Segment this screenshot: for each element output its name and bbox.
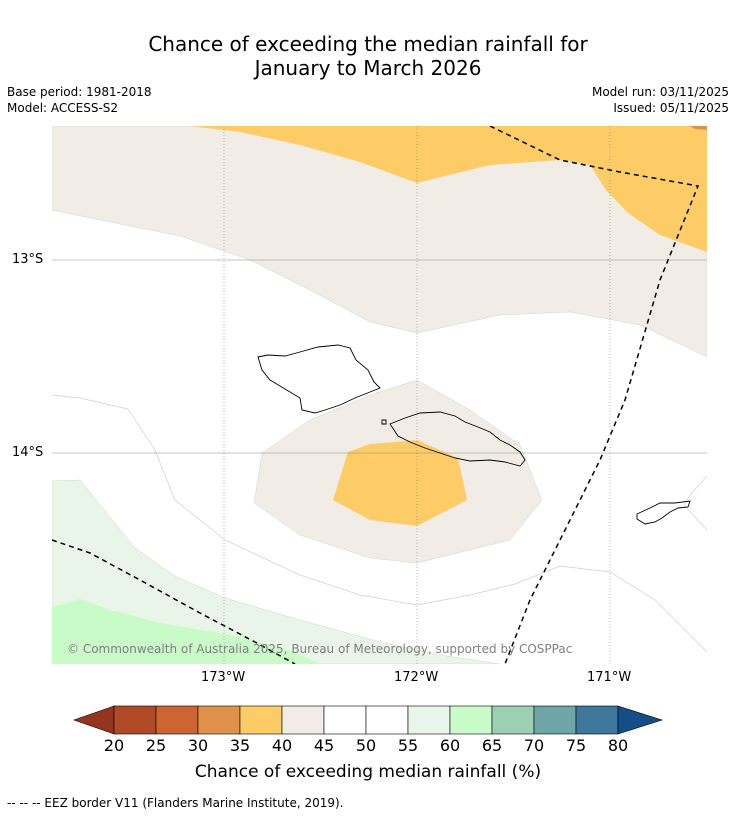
lat-label-14s: 14°S xyxy=(12,445,44,460)
contour-55-60-south xyxy=(52,479,501,664)
contour-60-65-south xyxy=(52,599,320,664)
colorbar-tick-label: 55 xyxy=(397,736,419,755)
contour-30-35-corner xyxy=(690,126,707,130)
lat-label-13s: 13°S xyxy=(12,252,44,267)
colorbar-tick-label: 70 xyxy=(523,736,545,755)
contour-line-east xyxy=(683,475,707,531)
lon-label-173w: 173°W xyxy=(201,670,246,685)
colorbar-tick-label: 40 xyxy=(271,736,293,755)
upolu-island xyxy=(389,411,526,467)
colorbar-segment xyxy=(449,705,493,735)
colorbar-tick-label: 30 xyxy=(187,736,209,755)
manono-islet xyxy=(381,419,387,425)
colorbar-tick-label: 65 xyxy=(481,736,503,755)
lon-label-172w: 172°W xyxy=(394,670,439,685)
model-run: Model run: 03/11/2025 xyxy=(591,85,729,99)
contour-line-west xyxy=(52,394,707,653)
colorbar-segment xyxy=(575,705,619,735)
gridlines xyxy=(52,126,707,664)
chart-title-line2: January to March 2026 xyxy=(254,56,482,80)
colorbar-segment xyxy=(533,705,577,735)
contour-35-40-north xyxy=(190,126,707,252)
colorbar-tick-label: 60 xyxy=(439,736,461,755)
colorbar-tick-label: 35 xyxy=(229,736,251,755)
samoa-islands xyxy=(257,344,691,525)
colorbar-extend-below xyxy=(73,705,115,735)
model-name: Model: ACCESS-S2 xyxy=(7,101,119,115)
colorbar xyxy=(73,705,663,735)
tutuila-island xyxy=(636,500,691,525)
colorbar-tick-label: 75 xyxy=(565,736,587,755)
issued-date: Issued: 05/11/2025 xyxy=(613,101,729,115)
colorbar-label: Chance of exceeding median rainfall (%) xyxy=(194,762,542,782)
eez-legend-note: -- -- -- EEZ border V11 (Flanders Marine… xyxy=(7,796,344,810)
contour-40-45-north xyxy=(52,126,707,358)
base-period: Base period: 1981-2018 xyxy=(7,85,152,99)
colorbar-segment xyxy=(239,705,283,735)
colorbar-segment xyxy=(155,705,199,735)
colorbar-segment xyxy=(113,705,157,735)
colorbar-tick-label: 20 xyxy=(103,736,125,755)
colorbar-segment xyxy=(491,705,535,735)
colorbar-segment xyxy=(323,705,367,735)
colorbar-tick-label: 25 xyxy=(145,736,167,755)
lon-label-171w: 171°W xyxy=(587,670,632,685)
savaii-island xyxy=(257,344,381,414)
colorbar-tick-label: 50 xyxy=(355,736,377,755)
colorbar-segment xyxy=(197,705,241,735)
colorbar-tick-label: 45 xyxy=(313,736,335,755)
colorbar-segment xyxy=(281,705,325,735)
eez-border xyxy=(52,126,700,664)
contour-35-40-central xyxy=(333,440,467,526)
copyright-text: © Commonwealth of Australia 2025, Bureau… xyxy=(67,642,572,656)
chart-title-line1: Chance of exceeding the median rainfall … xyxy=(148,32,588,56)
colorbar-extend-above xyxy=(617,705,663,735)
colorbar-segment xyxy=(365,705,409,735)
colorbar-tick-label: 80 xyxy=(607,736,629,755)
colorbar-segment xyxy=(407,705,451,735)
